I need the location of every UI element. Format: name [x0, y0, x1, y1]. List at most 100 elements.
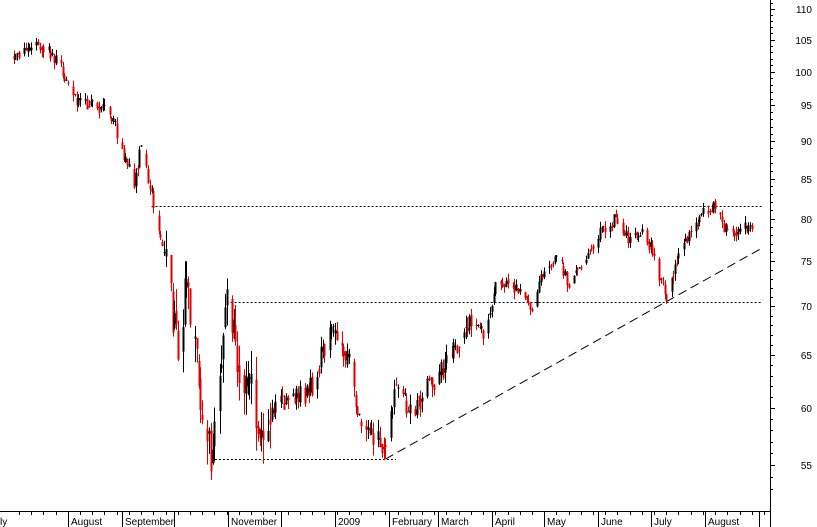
candle-body: [163, 252, 166, 254]
candle-body: [208, 431, 211, 434]
candle-body: [414, 409, 417, 416]
candle-body: [23, 47, 26, 54]
x-tick-label: August: [708, 517, 739, 527]
candle-body: [112, 118, 115, 122]
candle-body: [501, 282, 504, 287]
candle-body: [98, 106, 101, 113]
candle-body: [438, 371, 441, 384]
candle-body: [507, 279, 510, 284]
candle-body: [613, 214, 616, 227]
candle-body: [341, 342, 344, 346]
candle-body: [133, 169, 136, 188]
candle-body: [383, 446, 386, 450]
candle-body: [433, 385, 436, 390]
candle-body: [527, 301, 530, 304]
candle-body: [538, 281, 541, 293]
candle-body: [409, 404, 412, 414]
candle-body: [294, 397, 297, 403]
candle-body: [733, 233, 736, 235]
candle-body: [648, 241, 651, 250]
candle-body: [370, 428, 373, 434]
candle-body: [55, 55, 58, 64]
candle-body: [597, 238, 600, 248]
candle-body: [42, 46, 45, 53]
candle-body: [515, 284, 518, 291]
candle-body: [74, 94, 77, 96]
candle-body: [184, 278, 187, 325]
candle-body: [248, 377, 251, 379]
candle-body: [634, 233, 637, 235]
y-tick-label: 55: [801, 461, 813, 472]
candle-body: [580, 267, 583, 269]
candle-body: [318, 368, 321, 374]
candle-body: [219, 376, 222, 412]
candle-body: [18, 52, 21, 58]
candle-body: [198, 361, 201, 387]
candle-body: [609, 226, 612, 232]
y-tick-label: 60: [801, 404, 813, 415]
candle-body: [297, 392, 300, 402]
candle-body: [271, 407, 274, 420]
candle-body: [304, 388, 307, 404]
candle-body: [561, 259, 564, 262]
candle-body: [247, 377, 250, 387]
candle-body: [686, 236, 689, 244]
candle-body: [257, 426, 260, 435]
candle-body: [161, 242, 164, 246]
candle-body: [677, 253, 680, 259]
candle-body: [377, 431, 380, 440]
x-tick-label: February: [392, 517, 432, 527]
candle-body: [330, 327, 333, 333]
candle-body: [103, 104, 106, 106]
candle-body: [480, 325, 483, 329]
x-tick-label: August: [71, 517, 102, 527]
candle-body: [281, 395, 284, 398]
candle-body: [391, 412, 394, 414]
candle-body: [212, 449, 215, 464]
candle-body: [367, 427, 370, 430]
candle-body: [152, 191, 155, 209]
candle-body: [16, 53, 19, 55]
candle-body: [90, 101, 93, 106]
candle-body: [651, 245, 654, 255]
candle-body: [147, 168, 150, 184]
candle-body: [329, 327, 332, 351]
candle-body: [48, 46, 51, 51]
x-tick-label: 2009: [338, 517, 361, 527]
candle-body: [468, 316, 471, 331]
candle-body: [540, 274, 543, 283]
candle-body: [222, 335, 225, 360]
candle-body: [623, 232, 626, 235]
trendline: [385, 247, 763, 460]
candle-body: [342, 346, 345, 356]
candle-body: [526, 296, 529, 301]
candle-body: [739, 228, 742, 232]
x-tick-label: March: [441, 517, 469, 527]
candle-body: [126, 158, 129, 165]
candle-body: [695, 222, 698, 232]
candle-body: [470, 314, 473, 327]
candle-body: [262, 430, 265, 440]
candle-body: [744, 222, 747, 229]
candle-body: [358, 413, 361, 415]
candle-body: [91, 100, 94, 102]
candle-body: [562, 266, 565, 276]
candle-body: [491, 306, 494, 312]
candle-body: [505, 281, 508, 287]
candle-body: [287, 397, 290, 401]
y-tick-label: 95: [801, 101, 813, 112]
candle-body: [698, 216, 701, 223]
candle-body: [100, 106, 103, 110]
candle-body: [440, 362, 443, 376]
candle-body: [466, 328, 469, 333]
candle-body: [381, 444, 384, 454]
candle-body: [323, 343, 326, 357]
candle-body: [404, 392, 407, 395]
candle-body: [128, 164, 131, 167]
candle-body: [592, 245, 595, 249]
candle-body: [552, 263, 555, 265]
candle-body: [494, 282, 497, 295]
candle-body: [260, 430, 263, 438]
candle-body: [616, 218, 619, 224]
candle-body: [431, 378, 434, 387]
